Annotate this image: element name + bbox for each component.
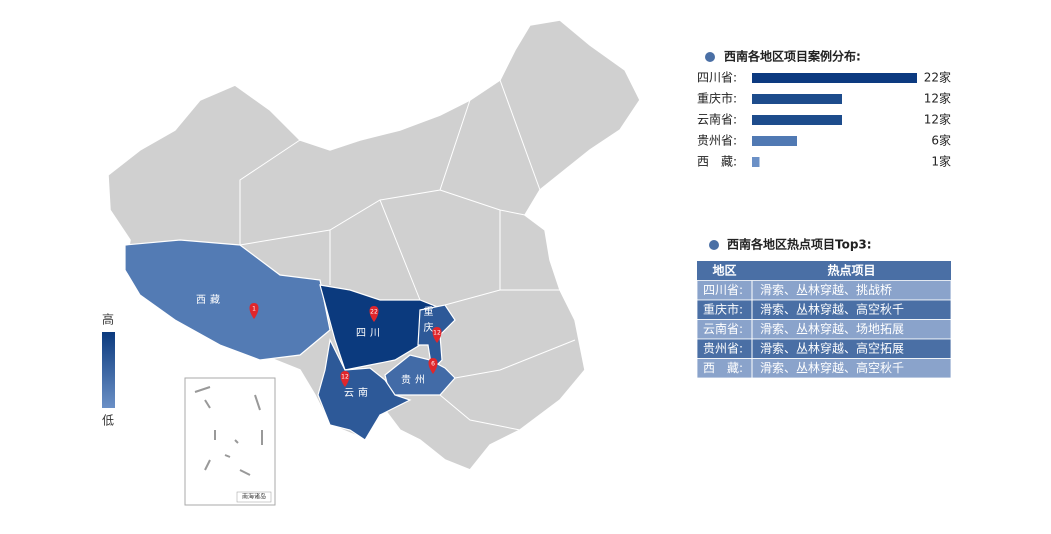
marker-pin: [249, 303, 259, 319]
china-outline: [107, 19, 641, 471]
bar-category: 贵州省:: [697, 134, 737, 148]
table-cell: 滑索、丛林穿越、高空秋千: [760, 360, 904, 375]
bar: [752, 73, 917, 83]
region-label: 贵州: [401, 373, 429, 386]
bar-value-label: 22家: [924, 70, 951, 85]
table-cell: 滑索、丛林穿越、场地拓展: [760, 321, 904, 336]
bar: [752, 157, 760, 167]
bar: [752, 136, 797, 146]
inset-islands: [194, 386, 263, 476]
table-cell: 西 藏:: [703, 361, 743, 375]
bar-category: 重庆市:: [697, 91, 737, 106]
marker-value: 22: [370, 309, 378, 316]
region-label: 四川: [356, 328, 384, 339]
province-borders: [239, 79, 576, 431]
marker-value: 12: [433, 330, 441, 337]
region: [317, 338, 412, 441]
table-cell: 云南省:: [703, 321, 743, 336]
marker-value: 6: [431, 361, 435, 368]
inset-label: 南海诸岛: [242, 493, 266, 501]
marker-pin: [369, 306, 379, 322]
bullet: [705, 52, 715, 62]
bar-value-label: 12家: [924, 112, 951, 127]
table-cell: 四川省:: [703, 283, 743, 297]
table-header: 地区: [712, 262, 736, 277]
marker-pin: [340, 371, 350, 387]
region-label: 重庆: [421, 305, 433, 338]
bar-category: 西 藏:: [697, 155, 737, 169]
bar-value-label: 6家: [931, 133, 951, 148]
region-label: 云南: [344, 386, 372, 399]
region-label: 西藏: [196, 294, 224, 306]
table-header-bg: [697, 261, 951, 281]
marker-value: 12: [341, 374, 349, 381]
table-row-bg: [696, 358, 952, 379]
inset-frame: [184, 377, 276, 506]
bar-category: 四川省:: [697, 71, 737, 85]
legend-gradient: [102, 332, 115, 408]
bar-value-label: 1家: [931, 154, 951, 169]
table-cell: 重庆市:: [703, 301, 743, 316]
table-cell: 滑索、丛林穿越、挑战桥: [760, 282, 892, 297]
bar-category: 云南省:: [697, 112, 737, 127]
marker-value: 1: [252, 306, 256, 313]
inset-label-box: [236, 491, 272, 503]
bullet: [709, 240, 719, 250]
region: [124, 239, 331, 361]
bar: [752, 115, 842, 125]
table-cell: 贵州省:: [703, 341, 743, 355]
table-header: 热点项目: [827, 262, 875, 277]
marker-pin: [428, 358, 438, 374]
table-cell: 滑索、丛林穿越、高空拓展: [760, 340, 904, 355]
chart-title: 西南各地区项目案例分布:: [724, 49, 861, 64]
legend-high: 高: [102, 312, 114, 327]
table-title: 西南各地区热点项目Top3:: [727, 237, 872, 252]
table-cell: 滑索、丛林穿越、高空秋千: [760, 301, 904, 316]
legend-low: 低: [102, 414, 114, 428]
bar-value-label: 12家: [924, 91, 951, 106]
bar: [752, 94, 842, 104]
marker-pin: [432, 327, 442, 343]
